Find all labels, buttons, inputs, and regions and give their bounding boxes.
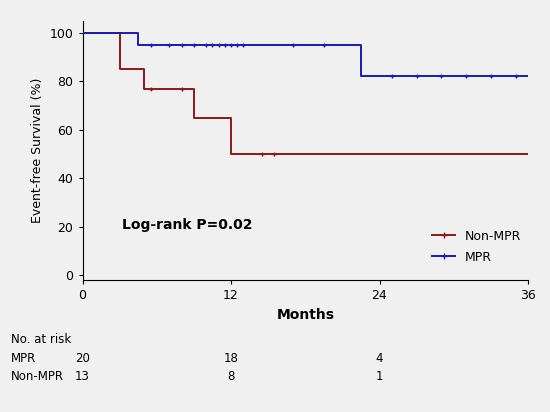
- Text: Log-rank P=0.02: Log-rank P=0.02: [122, 218, 252, 232]
- Y-axis label: Event-free Survival (%): Event-free Survival (%): [31, 78, 44, 223]
- Text: No. at risk: No. at risk: [11, 333, 72, 346]
- Text: 8: 8: [227, 370, 235, 384]
- Text: 18: 18: [223, 352, 239, 365]
- Text: 20: 20: [75, 352, 90, 365]
- Text: 13: 13: [75, 370, 90, 384]
- Text: MPR: MPR: [11, 352, 36, 365]
- Text: Non-MPR: Non-MPR: [11, 370, 64, 384]
- Text: 1: 1: [376, 370, 383, 384]
- Legend: Non-MPR, MPR: Non-MPR, MPR: [427, 225, 526, 269]
- Text: 4: 4: [376, 352, 383, 365]
- Text: Months: Months: [276, 308, 334, 322]
